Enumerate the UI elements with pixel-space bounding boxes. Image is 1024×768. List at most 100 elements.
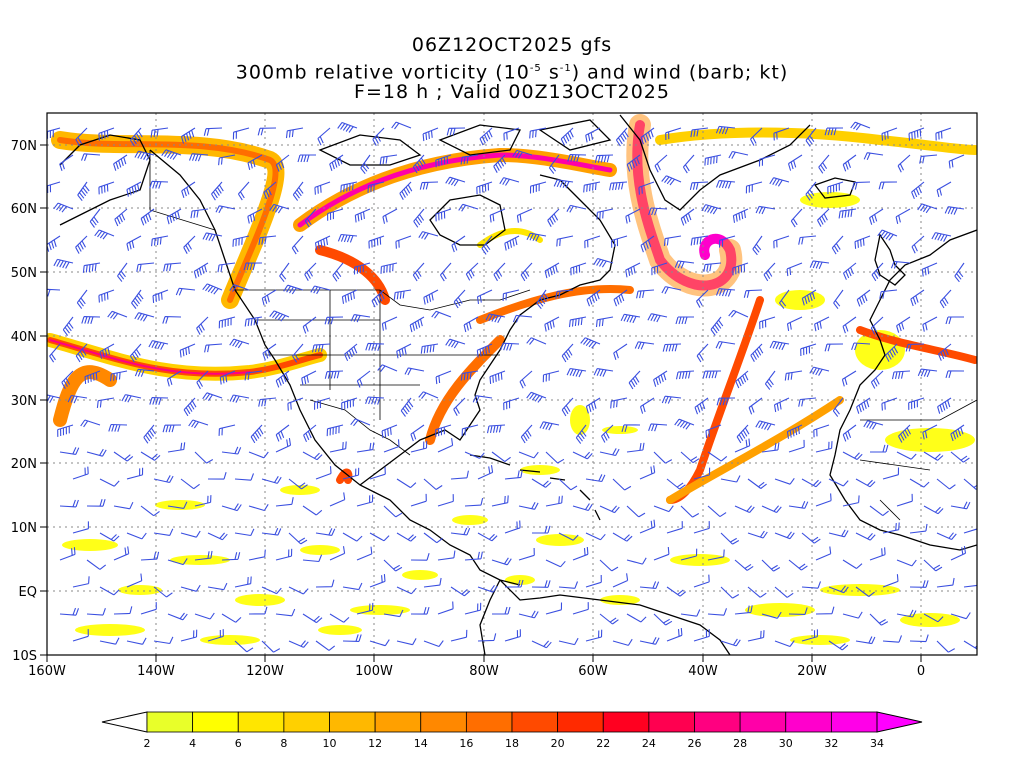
lon-label-60w: 60W: [578, 664, 608, 679]
wind-barb: [356, 370, 371, 388]
wind-barb: [779, 289, 790, 309]
wind-barb: [304, 208, 317, 228]
wind-barb: [815, 606, 835, 615]
wind-barb: [842, 262, 857, 280]
wind-barb: [179, 343, 196, 358]
wind-barb: [529, 127, 547, 139]
wind-barb: [450, 470, 469, 480]
wind-barb: [545, 451, 565, 464]
wind-barb: [518, 547, 535, 561]
wind-barb: [383, 439, 400, 453]
colorbar-label: 18: [505, 737, 519, 750]
wind-barb: [896, 451, 917, 460]
colorbar-label: 6: [235, 737, 242, 750]
wind-barb: [234, 640, 254, 653]
wind-barb: [365, 342, 385, 351]
wind-barb: [773, 397, 790, 413]
wind-barb: [149, 180, 169, 189]
wind-barb: [869, 208, 884, 225]
wind-barb: [303, 424, 317, 443]
wind-barb: [923, 613, 944, 623]
wind-barb: [350, 418, 371, 427]
wind-barb: [460, 370, 479, 381]
wind-barb: [544, 262, 560, 279]
wind-barb: [609, 181, 628, 191]
wind-barb: [350, 314, 371, 323]
wind-barb: [666, 521, 683, 534]
wind-barb: [626, 613, 647, 623]
wind-barb: [542, 370, 560, 383]
wind-barb: [950, 612, 971, 620]
wind-barb: [98, 127, 115, 141]
wind-barb: [675, 316, 694, 325]
wind-barb: [248, 606, 268, 615]
wind-barb: [693, 467, 711, 480]
wind-barb: [261, 527, 282, 536]
wind-barb: [909, 580, 929, 588]
wind-barb: [114, 208, 128, 227]
wind-barb: [734, 438, 751, 453]
wind-barb: [491, 451, 511, 463]
wind-barb: [626, 154, 641, 172]
wind-barb: [950, 546, 967, 561]
wind-barb: [648, 423, 668, 432]
wind-barb: [113, 501, 134, 510]
colorbar-swatch: [329, 711, 376, 733]
wind-barb: [161, 149, 182, 160]
colorbar-swatch: [465, 711, 513, 733]
wind-barb: [76, 289, 88, 309]
title-valid-time: F=18 h ; Valid 00Z13OCT2025: [354, 81, 670, 103]
wind-barb: [567, 154, 587, 162]
wind-barb: [302, 316, 317, 334]
wind-barb: [166, 208, 182, 225]
wind-barb: [704, 154, 722, 166]
wind-barb: [896, 316, 911, 333]
wind-barb: [396, 343, 412, 359]
wind-barb: [626, 442, 645, 453]
wind-barb: [950, 501, 971, 510]
wind-barb: [203, 127, 223, 136]
wind-barb: [285, 127, 304, 139]
wind-barb: [59, 499, 79, 508]
wind-barb: [72, 629, 89, 642]
lat-label-20n: 20N: [11, 457, 37, 472]
colorbar-swatch: [694, 711, 741, 733]
lat-label-60n: 60N: [11, 202, 37, 217]
wind-barb: [423, 640, 444, 648]
wind-barb: [518, 610, 539, 619]
wind-barb: [162, 424, 182, 433]
wind-barb: [445, 176, 466, 187]
wind-barb: [477, 532, 498, 542]
wind-barb: [736, 424, 750, 444]
wind-barb: [923, 505, 944, 515]
wind-barb: [881, 127, 898, 141]
wind-barb: [75, 127, 88, 147]
wind-barb: [531, 640, 552, 649]
wind-barb: [908, 127, 925, 141]
wind-barb: [329, 492, 346, 507]
wind-barb: [882, 467, 900, 480]
wind-barb: [344, 343, 358, 362]
title-field: 300mb relative vorticity (10-5 s-1) and …: [235, 61, 789, 84]
wind-barb: [879, 289, 898, 299]
wind-barb: [234, 528, 255, 537]
wind-barb: [896, 609, 917, 618]
wind-barb: [453, 397, 466, 416]
wind-barb: [842, 424, 857, 442]
colorbar-swatch: [648, 711, 695, 733]
colorbar-label: 28: [733, 737, 747, 750]
wind-barb: [72, 466, 89, 480]
wind-barb: [720, 586, 740, 599]
wind-barb: [207, 629, 224, 642]
wind-barb: [491, 495, 509, 507]
wind-barb: [680, 505, 700, 518]
wind-barb: [674, 260, 695, 269]
title-run: 06Z12OCT2025 gfs: [411, 34, 613, 56]
wind-barb: [750, 343, 764, 362]
wind-barb: [395, 235, 412, 249]
wind-barb: [628, 370, 641, 390]
wind-barb: [801, 629, 818, 642]
wind-barb: [512, 314, 533, 323]
wind-barb: [545, 559, 566, 568]
wind-barb: [412, 262, 425, 282]
